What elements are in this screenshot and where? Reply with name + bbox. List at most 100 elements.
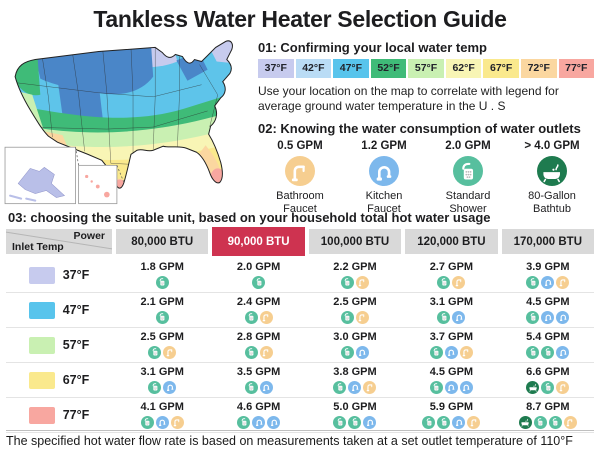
outlet-gpm-label: 0.5 GPM — [277, 140, 323, 153]
gpm-value: 3.5 GPM — [236, 366, 281, 379]
shower-icon — [140, 415, 154, 429]
outlet-icons — [116, 380, 208, 394]
shower-icon — [541, 380, 555, 394]
flow-rate-cell: 3.9 GPM — [502, 261, 594, 289]
inlet-temp-cell: 37°F — [6, 266, 112, 284]
outlet-icons — [309, 380, 401, 394]
legend-swatch: 57°F — [408, 59, 444, 78]
kitchen-faucet-icon — [444, 345, 458, 359]
table-row: 57°F 2.5 GPM 2.8 GPM 3.0 GPM 3.7 GPM 5.4 GPM — [6, 328, 594, 363]
gpm-value: 2.1 GPM — [140, 296, 184, 309]
hawaii-islands — [85, 174, 110, 198]
legend-swatch: 77°F — [558, 59, 595, 78]
outlet-icons — [502, 415, 594, 429]
gpm-value: 6.6 GPM — [526, 366, 570, 379]
kitchen-faucet-icon — [267, 415, 281, 429]
outlet-icons — [405, 275, 497, 289]
outlet-icons — [309, 345, 401, 359]
outlet-icons — [116, 345, 208, 359]
flow-rate-cell: 2.1 GPM — [116, 296, 208, 324]
hawaii-inset-box — [78, 164, 118, 205]
gpm-value: 5.9 GPM — [429, 401, 474, 414]
selection-table: Power Inlet Temp 80,000 BTU 90,000 BTU 100… — [6, 227, 594, 433]
shower-icon — [548, 415, 562, 429]
temp-swatch — [28, 266, 55, 284]
flow-rate-cell: 4.5 GPM — [405, 366, 497, 394]
temp-swatch — [28, 406, 55, 424]
shower-icon — [237, 415, 251, 429]
shower-icon — [244, 345, 258, 359]
outlets-row: 0.5 GPM Bathroom Faucet 1.2 GPM Kitchen Fau… — [258, 140, 594, 215]
shower-icon — [252, 275, 266, 289]
shower-icon — [333, 380, 347, 394]
us-temperature-map — [2, 34, 256, 206]
outlet-item: 2.0 GPM Standard Shower — [426, 140, 510, 215]
flow-rate-cell: 5.4 GPM — [502, 331, 594, 359]
flow-rate-cell: 3.0 GPM — [309, 331, 401, 359]
shower-icon — [422, 415, 436, 429]
shower-icon — [333, 415, 347, 429]
page-title: Tankless Water Heater Selection Guide — [93, 6, 507, 32]
legend-swatch: 72°F — [520, 59, 557, 78]
outlet-icons — [405, 310, 497, 324]
alaska-shape — [17, 167, 66, 198]
outlet-name-label: Standard Shower — [445, 190, 491, 215]
outlet-gpm-label: 2.0 GPM — [445, 140, 491, 153]
flow-rate-cell: 2.2 GPM — [309, 261, 401, 289]
corner-inlet-temp-label: Inlet Temp — [12, 241, 64, 253]
legend-swatch: 62°F — [445, 59, 482, 78]
gpm-value: 3.1 GPM — [429, 296, 474, 309]
kitchen-faucet-icon — [459, 380, 473, 394]
outlet-icons — [502, 380, 594, 394]
column-header: 120,000 BTU — [405, 229, 498, 254]
column-header: 170,000 BTU — [501, 229, 594, 254]
flow-rate-cell: 2.5 GPM — [116, 331, 208, 359]
footer-note: The specified hot water flow rate is bas… — [6, 430, 594, 448]
inlet-temp-cell: 77°F — [6, 406, 112, 424]
kitchen-faucet-icon — [259, 380, 273, 394]
shower-icon — [244, 380, 258, 394]
kitchen-faucet-icon — [363, 415, 377, 429]
kitchen-faucet-icon — [355, 345, 369, 359]
kitchen-faucet-icon — [163, 380, 177, 394]
legend-swatch: 47°F — [333, 59, 369, 78]
kitchen-faucet-icon — [348, 380, 362, 394]
shower-icon — [526, 345, 540, 359]
kitchen-faucet-icon — [444, 380, 458, 394]
table-row: 77°F 4.1 GPM 4.6 GPM 5.0 GPM 5.9 GPM 8.7 GPM — [6, 398, 594, 433]
shower-icon — [526, 275, 540, 289]
temp-label: 37°F — [62, 268, 90, 282]
temp-label: 67°F — [62, 373, 90, 387]
flow-rate-cell: 1.8 GPM — [116, 261, 208, 289]
gpm-value: 2.5 GPM — [140, 331, 184, 344]
shower-icon — [340, 345, 354, 359]
table-row: 37°F 1.8 GPM 2.0 GPM 2.2 GPM 2.7 GPM 3.9 GPM — [6, 258, 594, 293]
bathtub-icon — [526, 380, 540, 394]
shower-icon — [155, 310, 169, 324]
kitchen-faucet-icon — [452, 310, 466, 324]
map-usage-note: Use your location on the map to correlat… — [258, 84, 559, 113]
temp-label: 77°F — [62, 408, 90, 422]
outlet-icons — [405, 345, 497, 359]
bathtub-icon — [537, 156, 567, 187]
outlet-icons — [405, 415, 497, 429]
gpm-value: 3.8 GPM — [333, 366, 377, 379]
shower-icon — [437, 310, 451, 324]
bathroom-faucet-icon — [355, 310, 369, 324]
inlet-temp-cell: 57°F — [6, 336, 112, 354]
gpm-value: 4.6 GPM — [236, 401, 281, 414]
table-row: 67°F 3.1 GPM 3.5 GPM 3.8 GPM 4.5 GPM 6.6 GPM — [6, 363, 594, 398]
gpm-value: 2.5 GPM — [333, 296, 377, 309]
outlet-icons — [309, 415, 401, 429]
gpm-value: 5.0 GPM — [333, 401, 377, 414]
gpm-value: 2.7 GPM — [429, 261, 474, 274]
bathroom-faucet-icon — [363, 380, 377, 394]
shower-icon — [437, 415, 451, 429]
shower-icon — [437, 275, 451, 289]
corner-power-label: Power — [73, 230, 105, 242]
outlet-icons — [502, 345, 594, 359]
flow-rate-cell: 3.5 GPM — [212, 366, 304, 394]
bathroom-faucet-icon — [355, 275, 369, 289]
temp-swatch — [28, 336, 55, 354]
